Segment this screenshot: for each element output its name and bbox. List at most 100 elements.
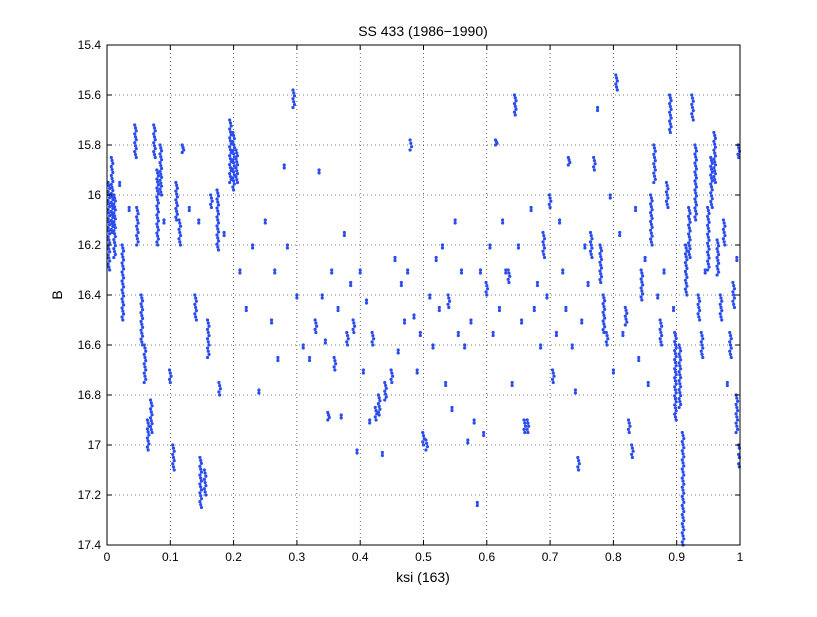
data-point (709, 191, 713, 195)
data-point (373, 415, 377, 419)
data-point (684, 272, 688, 277)
data-point (396, 348, 400, 352)
data-point (203, 480, 207, 485)
data-point (215, 224, 219, 228)
data-point (421, 443, 426, 447)
data-point (121, 273, 125, 277)
data-point (603, 299, 607, 303)
data-point (706, 253, 710, 257)
data-point (187, 205, 191, 210)
data-point (380, 450, 384, 455)
data-point (693, 179, 697, 183)
data-point (135, 209, 139, 213)
data-point (674, 418, 678, 422)
data-point (121, 291, 125, 295)
data-point (171, 443, 175, 447)
data-point (696, 312, 700, 316)
data-point (722, 240, 726, 244)
data-point (687, 241, 691, 245)
data-point (717, 252, 721, 257)
data-point (488, 246, 492, 250)
data-point (376, 410, 381, 414)
data-point (333, 368, 337, 372)
data-point (156, 174, 160, 178)
data-point (450, 408, 454, 413)
data-point (673, 379, 678, 383)
data-point (167, 368, 172, 372)
data-point (120, 288, 124, 292)
data-point (698, 309, 702, 313)
data-point (107, 229, 111, 233)
data-point (650, 216, 654, 221)
data-point (694, 149, 699, 153)
data-point (235, 169, 239, 173)
data-point (523, 424, 528, 428)
data-point (551, 380, 555, 385)
data-point (475, 503, 479, 508)
data-point (658, 337, 662, 341)
data-point (631, 449, 635, 453)
data-point (113, 217, 117, 221)
data-point (694, 209, 698, 213)
data-point (376, 401, 381, 406)
data-point (162, 218, 166, 222)
data-point (159, 166, 164, 171)
data-point (514, 107, 518, 111)
data-point (209, 205, 214, 210)
data-point (142, 371, 146, 375)
data-point (205, 346, 210, 350)
data-point (232, 179, 236, 183)
data-point (143, 346, 147, 350)
data-point (380, 453, 384, 458)
data-point (234, 166, 238, 170)
data-point (282, 163, 286, 167)
data-point (231, 167, 235, 171)
data-point (351, 327, 355, 331)
data-point (156, 225, 160, 229)
data-point (649, 222, 653, 227)
data-point (666, 187, 670, 191)
data-point (674, 400, 678, 404)
data-point (630, 455, 634, 460)
data-point (694, 218, 698, 222)
data-point (156, 192, 160, 196)
data-point (705, 268, 710, 272)
data-point (232, 170, 236, 174)
data-point (627, 421, 631, 425)
data-point (231, 158, 235, 162)
data-point (576, 465, 580, 469)
data-point (142, 352, 146, 356)
data-point (694, 191, 698, 195)
data-point (148, 398, 153, 402)
data-point (712, 157, 716, 161)
data-point (371, 343, 375, 347)
data-point (127, 208, 131, 213)
data-point (112, 246, 116, 251)
data-point (566, 163, 570, 167)
data-point (133, 144, 138, 148)
data-point (673, 385, 677, 389)
data-point (217, 390, 221, 394)
data-point (710, 179, 714, 183)
data-point (370, 330, 374, 335)
data-point (680, 440, 684, 444)
data-point (484, 290, 488, 294)
data-point (640, 271, 644, 275)
data-point (175, 192, 179, 196)
data-point (731, 290, 735, 294)
data-point (599, 280, 603, 285)
data-point (152, 149, 156, 154)
x-tick-label: 0.7 (542, 550, 559, 564)
data-point (171, 462, 175, 466)
data-point (345, 330, 349, 335)
data-point (615, 79, 619, 83)
data-point (250, 243, 255, 247)
data-point (199, 458, 203, 463)
data-point (112, 223, 117, 227)
data-point (250, 246, 255, 250)
data-point (678, 355, 682, 359)
data-point (630, 443, 634, 447)
data-point (649, 205, 653, 209)
data-point (215, 206, 219, 210)
data-point (257, 388, 261, 392)
